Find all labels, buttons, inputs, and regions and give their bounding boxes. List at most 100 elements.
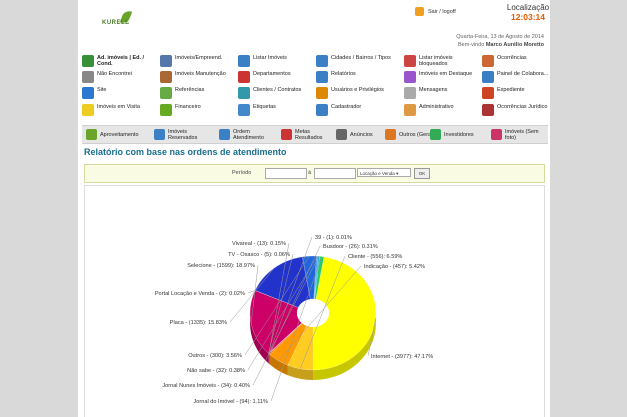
- house-icon: [160, 71, 172, 83]
- menu-item[interactable]: Clientes / Contratos: [238, 87, 314, 99]
- grid-icon: [154, 129, 165, 140]
- tab-item[interactable]: Metas Resultados: [281, 127, 339, 142]
- menu-item[interactable]: Relatórios: [316, 71, 402, 83]
- money-icon: [160, 104, 172, 116]
- handshake-icon: [404, 104, 416, 116]
- panel-icon: [482, 71, 494, 83]
- menu-item[interactable]: Site: [82, 87, 158, 99]
- tab-item[interactable]: Outros (Geral): [385, 127, 434, 142]
- pie-label: Selecione - (1599): 18.97%: [187, 263, 255, 269]
- pie-label: Jornal Nunes Imóveis - (34): 0.40%: [162, 383, 250, 389]
- tab-label: Anúncios: [350, 131, 373, 138]
- menu-item[interactable]: Não Encontrei: [82, 71, 158, 83]
- list-icon: [316, 55, 328, 67]
- pie-label: 39 - (1): 0.01%: [315, 235, 352, 241]
- logout-icon: [415, 7, 424, 16]
- pie-icon: [430, 129, 441, 140]
- date-from-input[interactable]: [265, 168, 307, 179]
- tab-item[interactable]: Anúncios: [336, 127, 373, 142]
- ok-button[interactable]: OK: [414, 168, 430, 179]
- menu-item[interactable]: Imóveis em Visita: [82, 104, 158, 116]
- menu-item[interactable]: Referências: [160, 87, 236, 99]
- menu-item[interactable]: Imóveis Manutenção: [160, 71, 236, 83]
- menu-item-label: Listar Imóveis: [253, 55, 287, 61]
- menu-item-label: Relatórios: [331, 71, 356, 77]
- chart-icon: [86, 129, 97, 140]
- globe-icon: [82, 87, 94, 99]
- header: KURELE Sair / logoff Localização 12:03:1…: [78, 0, 550, 52]
- pie-leader-line: [367, 317, 377, 357]
- menu-item[interactable]: Ocorrências: [482, 55, 550, 67]
- menu-item-label: Imóveis Manutenção: [175, 71, 226, 77]
- menu-item[interactable]: Expediente: [482, 87, 550, 99]
- pie-slice-side: [287, 365, 314, 380]
- tools-icon: [160, 55, 172, 67]
- menu-item-label: Financeiro: [175, 104, 201, 110]
- menu-item[interactable]: Etiquetas: [238, 104, 314, 116]
- menu-item[interactable]: Cidades / Bairros / Tipos: [316, 55, 402, 67]
- menu-item[interactable]: Listar imóveis bloqueados: [404, 55, 480, 67]
- menu-item-label: Listar imóveis bloqueados: [419, 55, 453, 67]
- people-icon: [238, 71, 250, 83]
- menu-item[interactable]: Mensagens: [404, 87, 480, 99]
- tab-label: Outros (Geral): [399, 131, 435, 138]
- type-select[interactable]: Locação e Venda ▾: [357, 168, 411, 177]
- megaphone-icon: [336, 129, 347, 140]
- tab-label: Imóveis (Sem foto): [505, 128, 539, 141]
- menu-item[interactable]: Ocorrências Jurídico: [482, 104, 550, 116]
- menu-item[interactable]: Imóveis em Destaque: [404, 71, 480, 83]
- menu-item-label: Cadastrador: [331, 104, 362, 110]
- contacts-icon: [238, 87, 250, 99]
- menu-item-label: Departamentos: [253, 71, 291, 77]
- menu-item-label: Painel de Colabora...: [497, 71, 549, 77]
- menu-item-label: Ocorrências Jurídico: [497, 104, 548, 110]
- menu-item-label: Etiquetas: [253, 104, 276, 110]
- menu-item[interactable]: Usuários e Privilégios: [316, 87, 402, 99]
- star-house-icon: [404, 71, 416, 83]
- menu-item[interactable]: Financeiro: [160, 104, 236, 116]
- pie-slice[interactable]: [249, 290, 302, 354]
- tab-item[interactable]: Imóveis Reservados: [154, 127, 212, 142]
- report-icon: [316, 71, 328, 83]
- pie-leader-line: [229, 268, 275, 323]
- pie-icon: [491, 129, 502, 140]
- main-menu: Ad. imóveis | Ed. / Cond. Imóveis/Empreen…: [82, 55, 548, 120]
- page-title: Relatório com base nas ordens de atendim…: [84, 147, 287, 157]
- menu-item[interactable]: Listar Imóveis: [238, 55, 314, 67]
- tab-item[interactable]: Ordem Atendimento: [219, 127, 277, 142]
- date-welcome: Quarta-Feira, 13 de Agosto de 2014 Bem-v…: [456, 33, 544, 49]
- pie-label: Indicação - (457): 5.42%: [364, 264, 425, 270]
- date-to-input[interactable]: [314, 168, 356, 179]
- star-icon: [82, 104, 94, 116]
- pie-label: Outros - (300): 3.56%: [188, 353, 242, 359]
- logout-button[interactable]: Sair / logoff: [415, 7, 456, 16]
- pie-slice-side: [269, 354, 288, 376]
- menu-item[interactable]: Ad. imóveis | Ed. / Cond.: [82, 55, 158, 67]
- logout-label: Sair / logoff: [428, 8, 456, 15]
- menu-item[interactable]: Departamentos: [238, 71, 314, 83]
- menu-item[interactable]: Cadastrador: [316, 104, 402, 116]
- type-select-value: Locação e Venda: [360, 171, 395, 176]
- tab-item[interactable]: Investidores: [430, 127, 474, 142]
- menu-item[interactable]: Painel de Colabora...: [482, 71, 550, 83]
- menu-item-label: Imóveis em Destaque: [419, 71, 473, 77]
- mail-icon: [404, 87, 416, 99]
- pie-slice-side: [313, 313, 376, 380]
- pie-icon: [385, 129, 396, 140]
- logo[interactable]: KURELE: [92, 6, 152, 36]
- pie-slice-side: [269, 353, 270, 365]
- pie-label: Não sabe - (32): 0.38%: [187, 368, 245, 374]
- tab-label: Metas Resultados: [295, 128, 323, 141]
- pie-leader-line: [247, 255, 318, 371]
- tab-label: Ordem Atendimento: [233, 128, 264, 141]
- menu-item[interactable]: Imóveis/Empreend.: [160, 55, 236, 67]
- tab-item[interactable]: Aproveitamento: [86, 127, 139, 142]
- tab-label: Investidores: [444, 131, 474, 138]
- list-icon: [219, 129, 230, 140]
- pie-label: Cliente - (556): 6.59%: [348, 254, 402, 260]
- magnifier-icon: [82, 71, 94, 83]
- menu-item-label: Administrativo: [419, 104, 454, 110]
- tab-item[interactable]: Imóveis (Sem foto): [491, 127, 548, 142]
- menu-item-label: Cidades / Bairros / Tipos: [331, 55, 391, 61]
- menu-item[interactable]: Administrativo: [404, 104, 480, 116]
